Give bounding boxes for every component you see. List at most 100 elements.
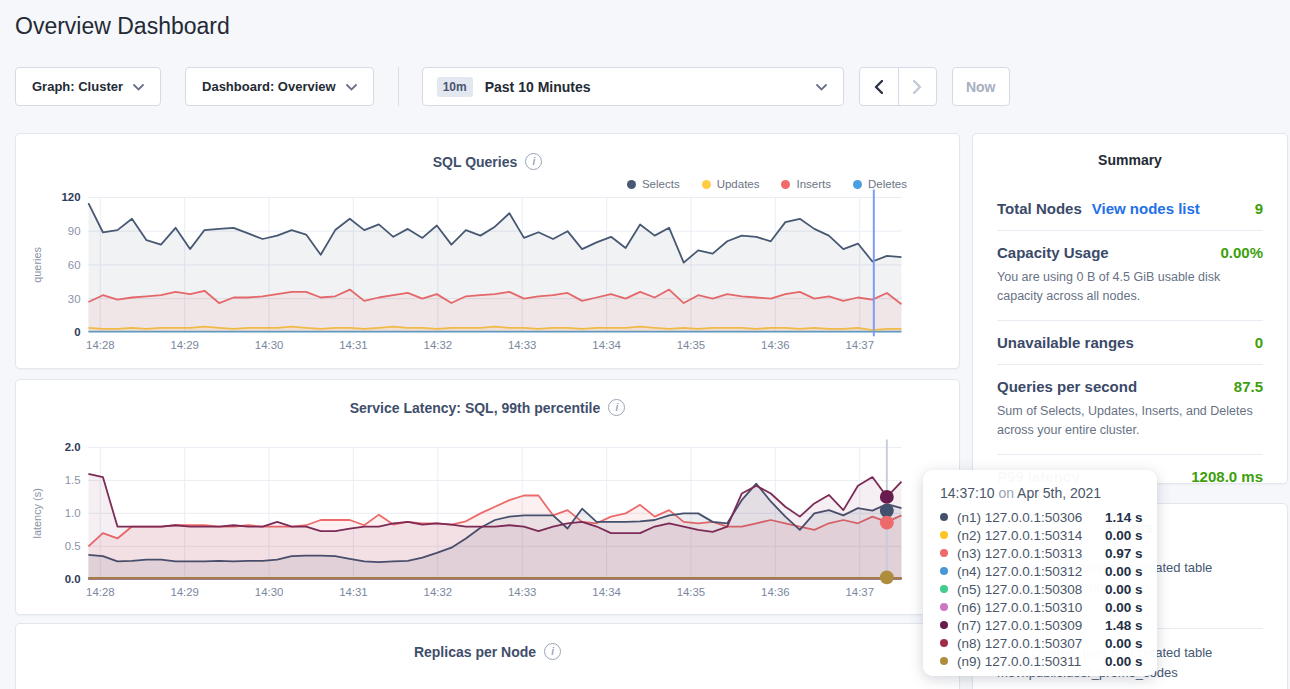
svg-text:14:34: 14:34	[592, 586, 621, 598]
tooltip-node-label: (n9) 127.0.0.1:50311	[957, 654, 1105, 669]
summary-row-description: You are using 0 B of 4.5 GiB usable disk…	[997, 268, 1263, 307]
svg-text:14:32: 14:32	[424, 586, 453, 598]
node-color-dot	[940, 657, 948, 665]
summary-row-label: Total Nodes	[997, 200, 1082, 217]
service-latency-card: Service Latency: SQL, 99th percentile i …	[15, 379, 960, 615]
svg-text:queries: queries	[31, 246, 43, 282]
page-title: Overview Dashboard	[15, 13, 230, 40]
svg-text:60: 60	[68, 259, 81, 271]
svg-text:14:37: 14:37	[845, 339, 874, 351]
summary-row-value: 1208.0 ms	[1191, 468, 1263, 485]
svg-text:14:33: 14:33	[508, 586, 537, 598]
svg-text:14:35: 14:35	[677, 586, 706, 598]
svg-text:0.5: 0.5	[65, 540, 81, 552]
summary-row: Capacity Usage 0.00% You are using 0 B o…	[997, 230, 1263, 320]
node-color-dot	[940, 567, 948, 575]
chart-hover-tooltip: 14:37:10 on Apr 5th, 2021 (n1) 127.0.0.1…	[923, 470, 1157, 676]
svg-text:120: 120	[61, 191, 80, 203]
info-icon[interactable]: i	[544, 643, 561, 660]
time-range-badge: 10m	[437, 77, 473, 97]
tooltip-node-label: (n1) 127.0.0.1:50306	[957, 510, 1105, 525]
svg-text:90: 90	[68, 225, 81, 237]
summary-row-value: 0	[1255, 334, 1263, 351]
svg-text:14:30: 14:30	[255, 586, 284, 598]
toolbar: Graph: Cluster Dashboard: Overview 10m P…	[15, 67, 1010, 106]
tooltip-node-row: (n9) 127.0.0.1:50311 0.00 s	[940, 652, 1157, 670]
summary-row: Queries per second 87.5 Sum of Selects, …	[997, 364, 1263, 454]
tooltip-node-value: 0.97 s	[1105, 546, 1143, 561]
tooltip-timestamp: 14:37:10 on Apr 5th, 2021	[940, 485, 1157, 501]
tooltip-node-label: (n6) 127.0.0.1:50310	[957, 600, 1105, 615]
svg-text:14:29: 14:29	[170, 339, 199, 351]
tooltip-node-row: (n1) 127.0.0.1:50306 1.14 s	[940, 508, 1157, 526]
tooltip-node-label: (n8) 127.0.0.1:50307	[957, 636, 1105, 651]
view-nodes-list-link[interactable]: View nodes list	[1092, 200, 1200, 217]
toolbar-divider	[398, 67, 399, 106]
replicas-per-node-chart-title: Replicas per Node	[414, 644, 536, 660]
svg-text:14:34: 14:34	[592, 339, 621, 351]
tooltip-node-value: 0.00 s	[1105, 528, 1143, 543]
summary-panel: Summary Total Nodes View nodes list 9 Ca…	[972, 133, 1288, 484]
dashboard-dropdown[interactable]: Dashboard: Overview	[185, 67, 374, 106]
svg-text:14:37: 14:37	[845, 586, 874, 598]
svg-text:0.0: 0.0	[65, 573, 81, 585]
dashboard-dropdown-label: Dashboard: Overview	[202, 79, 336, 94]
tooltip-node-row: (n8) 127.0.0.1:50307 0.00 s	[940, 634, 1157, 652]
summary-row-label: Unavailable ranges	[997, 334, 1134, 351]
tooltip-node-value: 1.48 s	[1105, 618, 1143, 633]
graph-dropdown-label: Graph: Cluster	[32, 79, 123, 94]
time-range-dropdown[interactable]: 10m Past 10 Minutes	[422, 67, 844, 106]
tooltip-node-row: (n2) 127.0.0.1:50314 0.00 s	[940, 526, 1157, 544]
node-color-dot	[940, 639, 948, 647]
svg-text:latency (s): latency (s)	[31, 488, 43, 538]
summary-title: Summary	[997, 152, 1263, 168]
svg-text:2.0: 2.0	[65, 441, 81, 453]
time-forward-button[interactable]	[898, 68, 936, 105]
node-color-dot	[940, 585, 948, 593]
tooltip-node-value: 0.00 s	[1105, 636, 1143, 651]
svg-text:14:28: 14:28	[86, 586, 115, 598]
svg-text:14:32: 14:32	[424, 339, 453, 351]
summary-row-value: 9	[1255, 200, 1263, 217]
now-button[interactable]: Now	[952, 67, 1010, 106]
svg-text:14:28: 14:28	[86, 339, 115, 351]
svg-text:14:29: 14:29	[170, 586, 199, 598]
summary-row: Total Nodes View nodes list 9	[997, 186, 1263, 230]
tooltip-node-value: 1.14 s	[1105, 510, 1143, 525]
tooltip-node-row: (n6) 127.0.0.1:50310 0.00 s	[940, 598, 1157, 616]
svg-text:1.5: 1.5	[65, 474, 81, 486]
graph-dropdown[interactable]: Graph: Cluster	[15, 67, 161, 106]
chevron-down-icon	[346, 84, 357, 91]
tooltip-node-label: (n4) 127.0.0.1:50312	[957, 564, 1105, 579]
node-color-dot	[940, 531, 948, 539]
time-range-label: Past 10 Minutes	[485, 79, 591, 95]
tooltip-node-label: (n7) 127.0.0.1:50309	[957, 618, 1105, 633]
node-color-dot	[940, 621, 948, 629]
sql-queries-chart[interactable]: 030609012014:2814:2914:3014:3114:3214:33…	[16, 134, 959, 368]
summary-row-value: 0.00%	[1220, 244, 1263, 261]
svg-text:14:31: 14:31	[339, 339, 368, 351]
summary-rows: Total Nodes View nodes list 9 Capacity U…	[997, 186, 1263, 484]
summary-row-value: 87.5	[1234, 378, 1263, 395]
svg-text:14:35: 14:35	[677, 339, 706, 351]
svg-text:1.0: 1.0	[65, 507, 81, 519]
time-back-button[interactable]	[860, 68, 898, 105]
svg-text:14:36: 14:36	[761, 339, 790, 351]
summary-row: Unavailable ranges 0	[997, 320, 1263, 364]
sql-queries-card: SQL Queries i Selects Updates Inserts De…	[15, 133, 960, 369]
tooltip-node-value: 0.00 s	[1105, 564, 1143, 579]
summary-row-label: Capacity Usage	[997, 244, 1109, 261]
tooltip-node-value: 0.00 s	[1105, 582, 1143, 597]
tooltip-node-value: 0.00 s	[1105, 600, 1143, 615]
tooltip-node-row: (n4) 127.0.0.1:50312 0.00 s	[940, 562, 1157, 580]
chevron-down-icon	[816, 84, 827, 91]
service-latency-chart[interactable]: 0.00.51.01.52.014:2814:2914:3014:3114:32…	[16, 380, 959, 614]
chevron-left-icon	[874, 80, 883, 94]
svg-text:14:33: 14:33	[508, 339, 537, 351]
tooltip-node-value: 0.00 s	[1105, 654, 1143, 669]
chevron-right-icon	[913, 80, 922, 94]
node-color-dot	[940, 513, 948, 521]
tooltip-node-row: (n3) 127.0.0.1:50313 0.97 s	[940, 544, 1157, 562]
tooltip-node-label: (n5) 127.0.0.1:50308	[957, 582, 1105, 597]
chevron-down-icon	[133, 84, 144, 91]
